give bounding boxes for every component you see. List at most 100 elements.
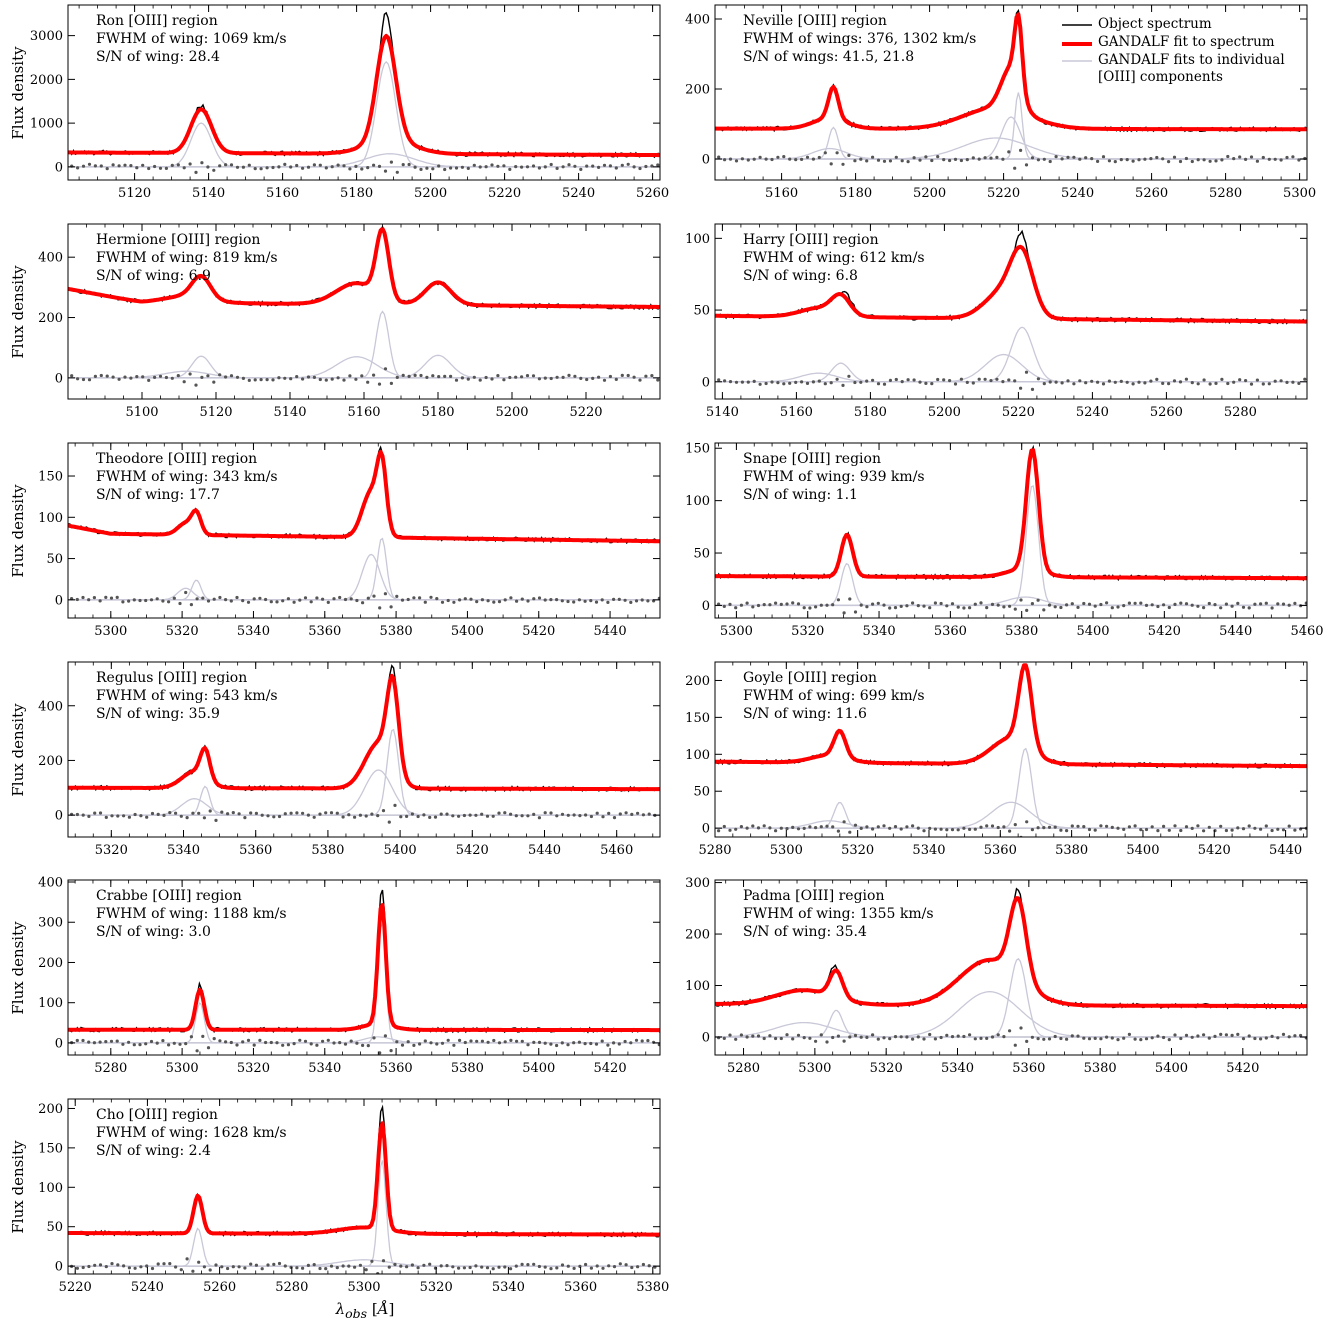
residual-point bbox=[265, 166, 269, 170]
residual-point bbox=[515, 599, 519, 603]
residual-point bbox=[413, 165, 417, 169]
residual-point bbox=[825, 1040, 829, 1044]
residual-point bbox=[383, 1034, 387, 1038]
residual-point bbox=[561, 375, 565, 379]
x-tick-label: 5440 bbox=[594, 624, 627, 639]
residual-point bbox=[1047, 825, 1052, 829]
residual-point bbox=[360, 374, 364, 378]
residual-point bbox=[996, 1033, 1000, 1037]
residual-point bbox=[1184, 377, 1188, 381]
residual-point bbox=[560, 599, 564, 603]
x-tick-label: 5140 bbox=[706, 405, 739, 420]
residual-point bbox=[383, 592, 387, 596]
residual-point bbox=[253, 378, 257, 382]
residual-point bbox=[378, 1051, 382, 1055]
residual-point bbox=[995, 377, 999, 381]
residual-point bbox=[549, 598, 553, 602]
residual-point bbox=[1150, 825, 1154, 829]
residual-point bbox=[440, 600, 445, 604]
x-tick-label: 5160 bbox=[780, 405, 813, 420]
residual-point bbox=[600, 598, 604, 602]
residual-point bbox=[81, 595, 85, 600]
residual-point bbox=[1082, 825, 1086, 829]
residual-point bbox=[315, 1043, 319, 1047]
residual-point bbox=[589, 1041, 593, 1046]
component-2-line bbox=[68, 798, 660, 816]
residual-point bbox=[894, 155, 898, 159]
residual-point bbox=[514, 1264, 518, 1268]
residual-point bbox=[324, 811, 328, 815]
residual-point bbox=[640, 598, 644, 602]
x-tick-label: 5380 bbox=[1005, 624, 1038, 639]
residual-point bbox=[808, 606, 812, 610]
x-tick-label: 5200 bbox=[928, 405, 961, 420]
residual-point bbox=[1259, 1037, 1263, 1041]
residual-point bbox=[309, 600, 313, 604]
residual-point bbox=[358, 1263, 362, 1267]
component-3-line bbox=[68, 728, 660, 816]
residual-point bbox=[247, 378, 251, 382]
residual-point bbox=[429, 595, 433, 599]
residual-point bbox=[768, 1034, 772, 1038]
y-tick-label: 0 bbox=[702, 599, 710, 614]
residual-point bbox=[928, 826, 932, 831]
residual-point bbox=[435, 597, 439, 601]
residual-point bbox=[354, 377, 358, 381]
residual-point bbox=[486, 1040, 490, 1044]
residual-point bbox=[272, 815, 276, 819]
residual-point bbox=[819, 825, 823, 829]
residual-point bbox=[950, 602, 955, 606]
residual-point bbox=[292, 1042, 296, 1046]
residual-point bbox=[449, 374, 453, 378]
residual-point bbox=[1220, 158, 1224, 162]
residual-point bbox=[746, 158, 750, 162]
residual-point bbox=[561, 165, 565, 169]
residual-point bbox=[295, 1266, 299, 1270]
residual-point bbox=[928, 1032, 932, 1037]
residual-point bbox=[924, 155, 928, 159]
residual-point bbox=[717, 155, 721, 159]
residual-point bbox=[336, 376, 340, 380]
residual-point bbox=[76, 166, 80, 170]
residual-point bbox=[399, 815, 403, 819]
residual-point bbox=[1190, 159, 1194, 164]
residual-point bbox=[1285, 155, 1289, 160]
residual-point bbox=[1230, 604, 1234, 608]
residual-point bbox=[933, 1037, 938, 1041]
residual-point bbox=[202, 1265, 206, 1269]
x-tick-label: 5420 bbox=[1226, 1061, 1259, 1076]
residual-point bbox=[526, 599, 530, 603]
residual-point bbox=[871, 827, 875, 831]
residual-point bbox=[301, 1266, 305, 1270]
residual-point bbox=[811, 157, 816, 161]
legend: Object spectrum GANDALF fit to spectrum … bbox=[1062, 16, 1322, 87]
residual-point bbox=[127, 1266, 131, 1270]
residual-point bbox=[996, 603, 1000, 607]
residual-point bbox=[835, 151, 839, 155]
residual-point bbox=[537, 1040, 542, 1044]
residual-point bbox=[876, 382, 881, 386]
residual-point bbox=[817, 379, 821, 383]
residual-point bbox=[1072, 155, 1076, 159]
residual-point bbox=[933, 601, 938, 605]
residual-point bbox=[265, 378, 269, 382]
residual-point bbox=[440, 1041, 445, 1045]
residual-point bbox=[1060, 381, 1064, 385]
legend-components-label: GANDALF fits to individual [OIII] compon… bbox=[1098, 52, 1285, 85]
residual-point bbox=[509, 596, 513, 600]
residual-point bbox=[1127, 601, 1131, 605]
residual-point bbox=[634, 1038, 639, 1042]
residual-point bbox=[1078, 157, 1082, 161]
residual-point bbox=[252, 597, 256, 601]
residual-point bbox=[1167, 1038, 1171, 1042]
residual-point bbox=[636, 1265, 640, 1269]
residual-point bbox=[1119, 379, 1123, 383]
residual-point bbox=[129, 164, 133, 168]
residual-point bbox=[410, 812, 414, 816]
residual-point bbox=[258, 1038, 262, 1042]
residual-point bbox=[597, 375, 601, 379]
panel-annotation: S/N of wing: 6.9 bbox=[96, 268, 211, 284]
residual-point bbox=[1072, 382, 1076, 386]
residual-point bbox=[745, 1035, 749, 1039]
residual-point bbox=[1155, 155, 1159, 160]
